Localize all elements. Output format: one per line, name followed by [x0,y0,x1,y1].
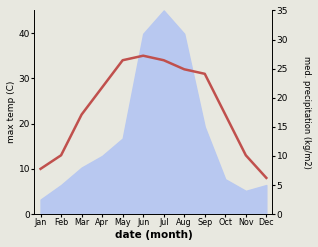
Y-axis label: max temp (C): max temp (C) [7,81,16,144]
Y-axis label: med. precipitation (kg/m2): med. precipitation (kg/m2) [302,56,311,169]
X-axis label: date (month): date (month) [114,230,192,240]
